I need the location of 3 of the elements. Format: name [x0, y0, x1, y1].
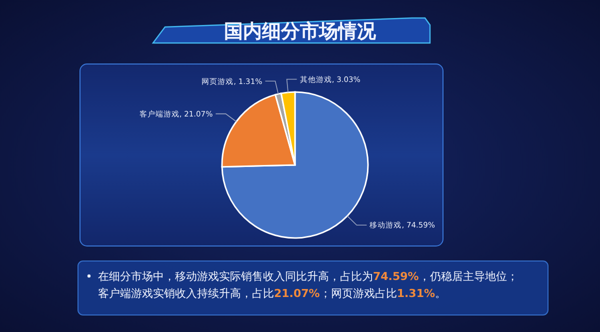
chart-title: 国内细分市场情况 [224, 20, 377, 43]
text: 在细分市场中，移动游戏实际销售收入同比升高，占比为74.59%，仍稳居主导地位；客户端游戏实销收入持续升高，占比21.07%；网页游戏占比1.31%。 [98, 270, 518, 300]
pie-slice [221, 91, 369, 239]
